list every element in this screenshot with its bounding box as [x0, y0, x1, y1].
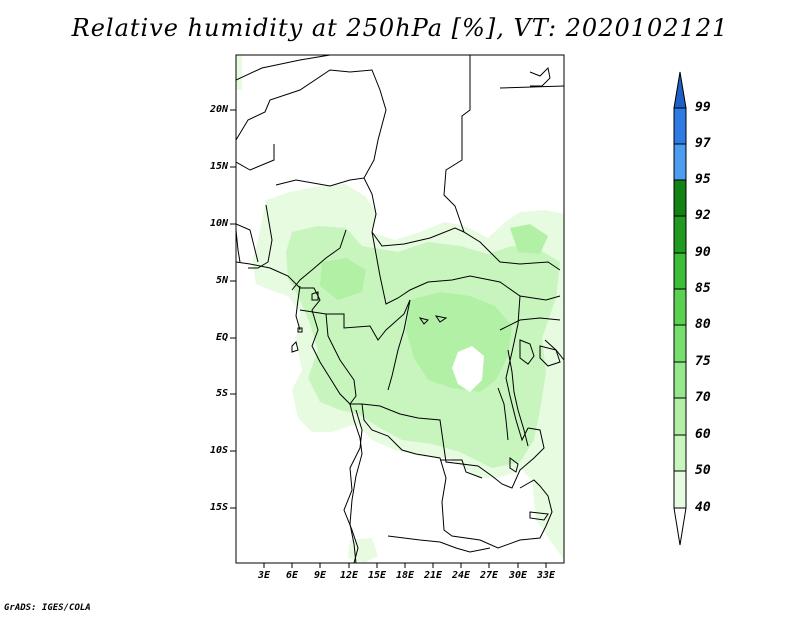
colorbar-label: 99 — [695, 100, 711, 115]
colorbar-label: 80 — [695, 317, 711, 332]
colorbar-bin — [673, 361, 687, 399]
map-frame — [235, 54, 565, 564]
country-borders — [236, 55, 564, 563]
lake-outline — [529, 511, 549, 521]
colorbar-bin — [673, 252, 687, 290]
latitude-ticks — [230, 109, 236, 509]
lat-label: 15S — [209, 502, 228, 513]
colorbar-bin — [673, 107, 687, 145]
border-line — [236, 55, 331, 81]
lon-label: 12E — [339, 570, 359, 581]
lake-outline — [509, 457, 519, 473]
border-line — [505, 295, 529, 442]
lon-label: 21E — [423, 570, 443, 581]
colorbar-bin — [673, 179, 687, 217]
colorbar-label: 60 — [695, 427, 711, 442]
border-line — [387, 299, 411, 391]
border-line — [291, 229, 347, 291]
lake-outline — [539, 345, 561, 367]
colorbar — [673, 71, 687, 546]
colorbar-bin — [673, 288, 687, 326]
border-line — [236, 69, 387, 179]
border-line — [236, 223, 259, 263]
colorbar-cap-top — [673, 71, 687, 109]
coastline — [236, 229, 241, 263]
lake-outline — [497, 387, 509, 441]
lat-label: EQ — [215, 332, 228, 343]
colorbar-bin — [673, 470, 687, 509]
border-line — [440, 459, 483, 479]
lon-label: 33E — [536, 570, 556, 581]
border-line — [325, 313, 545, 489]
lat-label: 15N — [209, 161, 228, 172]
lake-outline — [519, 339, 535, 365]
coastline — [236, 261, 363, 563]
coastline — [529, 66, 551, 87]
colorbar-label: 92 — [695, 208, 711, 223]
colorbar-cap-bottom — [673, 507, 687, 546]
colorbar-label: 85 — [695, 281, 711, 296]
humidity-region-dark — [510, 224, 548, 254]
colorbar-bin — [673, 434, 687, 472]
colorbar-label: 75 — [695, 354, 711, 369]
humidity-region-light — [236, 55, 242, 90]
border-line — [299, 299, 411, 341]
border-line — [275, 177, 377, 233]
lake-outline — [507, 349, 529, 447]
coastline — [297, 327, 303, 333]
border-line — [371, 227, 465, 247]
colorbar-bin — [673, 397, 687, 436]
colorbar-label: 40 — [695, 500, 711, 515]
lat-label: 10N — [209, 218, 228, 229]
map-title: Relative humidity at 250hPa [%], VT: 202… — [71, 14, 729, 42]
lake-outline — [434, 315, 448, 323]
lon-label: 6E — [285, 570, 299, 581]
colorbar-label: 90 — [695, 245, 711, 260]
lon-label: 27E — [479, 570, 499, 581]
lat-label: 20N — [209, 104, 228, 115]
lon-label: 30E — [508, 570, 528, 581]
lon-label: 9E — [313, 570, 327, 581]
colorbar-bin — [673, 143, 687, 181]
lake-outline — [418, 317, 429, 325]
colorbar-bin — [673, 324, 687, 363]
border-line — [361, 403, 553, 549]
coastline — [291, 341, 299, 353]
border-line — [343, 409, 363, 563]
border-line — [387, 535, 491, 553]
lat-label: 5S — [215, 388, 228, 399]
colorbar-label: 97 — [695, 136, 711, 151]
humidity-region-dark — [320, 258, 366, 300]
colorbar-label: 50 — [695, 463, 711, 478]
lon-label: 15E — [367, 570, 387, 581]
border-line — [236, 144, 275, 171]
longitude-ticks — [263, 563, 547, 568]
colorbar-label: 70 — [695, 390, 711, 405]
humidity-field — [236, 55, 564, 563]
lake-outline — [311, 291, 319, 301]
border-line — [499, 317, 561, 331]
lat-label: 5N — [215, 275, 228, 286]
colorbar-label: 95 — [695, 172, 711, 187]
lat-label: 10S — [209, 445, 228, 456]
border-line — [248, 204, 273, 269]
lon-label: 24E — [451, 570, 471, 581]
credit-text: GrADS: IGES/COLA — [4, 603, 91, 613]
humidity-region-dark — [406, 292, 512, 392]
lon-label: 18E — [395, 570, 415, 581]
border-line — [295, 285, 301, 331]
border-line — [443, 55, 561, 271]
border-line — [499, 85, 564, 89]
colorbar-bin — [673, 215, 687, 254]
humidity-dry-pocket — [452, 346, 484, 392]
lon-label: 3E — [257, 570, 271, 581]
humidity-region-light — [348, 538, 378, 563]
